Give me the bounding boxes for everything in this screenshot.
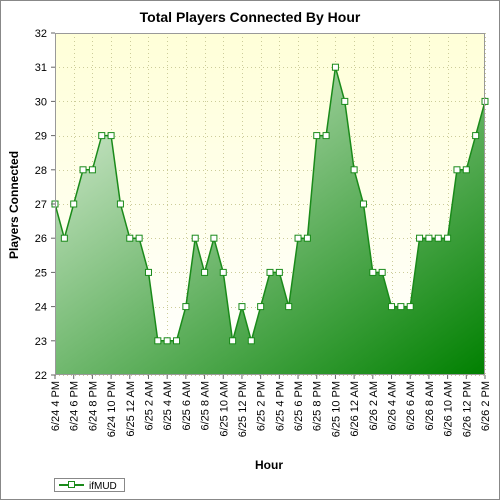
y-tick-label: 31: [35, 62, 47, 74]
x-tick-label: 6/24 4 PM: [50, 381, 62, 431]
data-point: [201, 268, 209, 276]
x-tick-label: 6/24 8 PM: [87, 381, 99, 431]
y-axis-title: Players Connected: [7, 151, 21, 259]
legend: ifMUD: [54, 478, 125, 492]
x-tick-label: 6/26 8 AM: [424, 381, 436, 431]
data-point: [434, 234, 442, 242]
x-tick-label: 6/26 10 AM: [443, 381, 455, 437]
data-point: [331, 63, 339, 71]
data-point: [210, 234, 218, 242]
data-point: [182, 303, 190, 311]
y-tick-label: 32: [35, 28, 47, 40]
data-point: [341, 97, 349, 105]
data-point: [144, 268, 152, 276]
x-tick-label: 6/26 6 AM: [405, 381, 417, 431]
x-tick-label: 6/26 4 AM: [387, 381, 399, 431]
x-axis: 6/24 4 PM 6/24 6 PM 6/24 8 PM 6/24 10 PM 6/2…: [50, 375, 492, 437]
data-point: [247, 337, 255, 345]
x-tick-label: 6/25 4 PM: [274, 381, 286, 431]
legend-label: ifMUD: [89, 481, 117, 492]
x-tick-label: 6/26 2 PM: [480, 381, 492, 431]
data-point: [173, 337, 181, 345]
data-point: [369, 268, 377, 276]
legend-marker: [68, 481, 75, 488]
data-point: [453, 166, 461, 174]
chart-title: Total Players Connected By Hour: [140, 9, 361, 25]
data-point: [88, 166, 96, 174]
data-point: [350, 166, 358, 174]
data-point: [219, 268, 227, 276]
y-tick-label: 27: [35, 199, 47, 211]
plot-frame: [55, 33, 485, 375]
data-point: [425, 234, 433, 242]
data-point: [154, 337, 162, 345]
data-point: [191, 234, 199, 242]
data-point: [98, 132, 106, 140]
data-point: [462, 166, 470, 174]
data-point: [229, 337, 237, 345]
x-tick-label: 6/25 4 AM: [162, 381, 174, 431]
data-point: [79, 166, 87, 174]
series-area: [55, 67, 485, 375]
data-point: [444, 234, 452, 242]
y-tick-label: 30: [35, 96, 47, 108]
data-point: [257, 303, 265, 311]
x-tick-label: 6/26 12 AM: [349, 381, 361, 437]
data-point: [285, 303, 293, 311]
x-tick-label: 6/25 10 PM: [330, 381, 342, 437]
data-point: [406, 303, 414, 311]
y-tick-label: 22: [35, 370, 47, 382]
x-tick-label: 6/25 2 PM: [256, 381, 268, 431]
y-tick-label: 29: [35, 131, 47, 143]
data-point: [107, 132, 115, 140]
x-tick-label: 6/25 2 AM: [143, 381, 155, 431]
x-tick-label: 6/25 8 PM: [312, 381, 324, 431]
data-point: [126, 234, 134, 242]
data-point: [472, 132, 480, 140]
data-point: [378, 268, 386, 276]
data-point: [70, 200, 78, 208]
x-tick-label: 6/25 12 PM: [237, 381, 249, 437]
y-tick-label: 24: [35, 302, 47, 314]
data-point: [416, 234, 424, 242]
data-point: [266, 268, 274, 276]
data-points: [51, 63, 489, 345]
x-axis-title: Hour: [255, 458, 283, 472]
x-tick-label: 6/26 12 PM: [461, 381, 473, 437]
y-tick-label: 23: [35, 336, 47, 348]
data-point: [359, 200, 367, 208]
data-point: [116, 200, 124, 208]
y-tick-label: 26: [35, 233, 47, 245]
data-point: [294, 234, 302, 242]
x-tick-label: 6/25 6 AM: [181, 381, 193, 431]
data-point: [388, 303, 396, 311]
y-axis: 22 23 24 25 26 27 28 29 30 31 32: [35, 28, 55, 382]
data-point: [60, 234, 68, 242]
data-point: [135, 234, 143, 242]
data-point: [322, 132, 330, 140]
data-point: [163, 337, 171, 345]
x-tick-label: 6/24 10 PM: [106, 381, 118, 437]
data-point: [313, 132, 321, 140]
y-tick-label: 25: [35, 267, 47, 279]
x-tick-label: 6/24 6 PM: [69, 381, 81, 431]
x-tick-label: 6/25 10 AM: [218, 381, 230, 437]
x-tick-label: 6/25 6 PM: [293, 381, 305, 431]
data-point: [397, 303, 405, 311]
data-point: [303, 234, 311, 242]
data-point: [275, 268, 283, 276]
x-tick-label: 6/25 12 AM: [125, 381, 137, 437]
y-tick-label: 28: [35, 165, 47, 177]
x-tick-label: 6/26 2 AM: [368, 381, 380, 431]
data-point: [238, 303, 246, 311]
x-tick-label: 6/25 8 AM: [200, 381, 212, 431]
